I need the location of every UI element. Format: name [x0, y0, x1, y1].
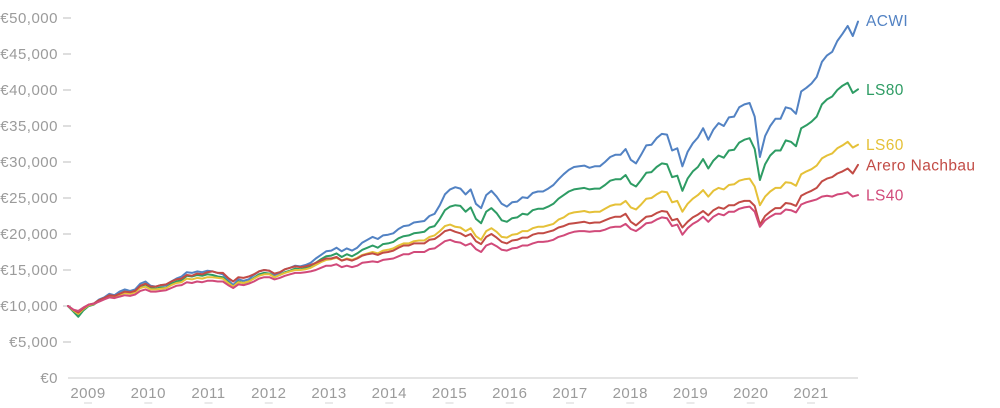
x-axis-label: 2017	[552, 385, 587, 402]
y-axis-label: €40,000	[0, 82, 58, 99]
series-label-acwi: ACWI	[866, 13, 908, 30]
x-axis-label: 2009	[70, 385, 105, 402]
series-line-acwi[interactable]	[67, 20, 859, 317]
y-axis-label: €0	[40, 370, 58, 387]
series-line-arero-nachbau[interactable]	[67, 163, 859, 314]
x-axis-label: 2016	[492, 385, 527, 402]
x-axis-label: 2015	[432, 385, 467, 402]
y-axis-label: €50,000	[0, 10, 58, 27]
y-axis-label: €10,000	[0, 298, 58, 315]
x-axis-label: 2018	[613, 385, 648, 402]
x-axis-label: 2013	[311, 385, 346, 402]
x-axis-label: 2011	[191, 385, 225, 402]
series-label-arero-nachbau: Arero Nachbau	[866, 157, 975, 174]
series-label-ls80: LS80	[866, 82, 904, 99]
series-line-ls80[interactable]	[67, 81, 859, 318]
x-axis-label: 2012	[251, 385, 286, 402]
x-axis-label: 2014	[372, 385, 407, 402]
y-axis-label: €30,000	[0, 154, 58, 171]
series-line-ls60[interactable]	[67, 140, 859, 315]
y-axis-label: €15,000	[0, 262, 58, 279]
y-axis-label: €25,000	[0, 190, 58, 207]
y-axis-label: €45,000	[0, 46, 58, 63]
y-axis-label: €20,000	[0, 226, 58, 243]
y-axis-label: €35,000	[0, 118, 58, 135]
x-axis-label: 2019	[673, 385, 708, 402]
series-label-ls60: LS60	[866, 137, 904, 154]
series-line-ls40[interactable]	[67, 191, 859, 312]
x-axis-label: 2021	[793, 385, 828, 402]
x-axis-label: 2020	[733, 385, 768, 402]
y-axis-label: €5,000	[9, 334, 58, 351]
x-axis-label: 2010	[131, 385, 166, 402]
series-label-ls40: LS40	[866, 188, 904, 205]
